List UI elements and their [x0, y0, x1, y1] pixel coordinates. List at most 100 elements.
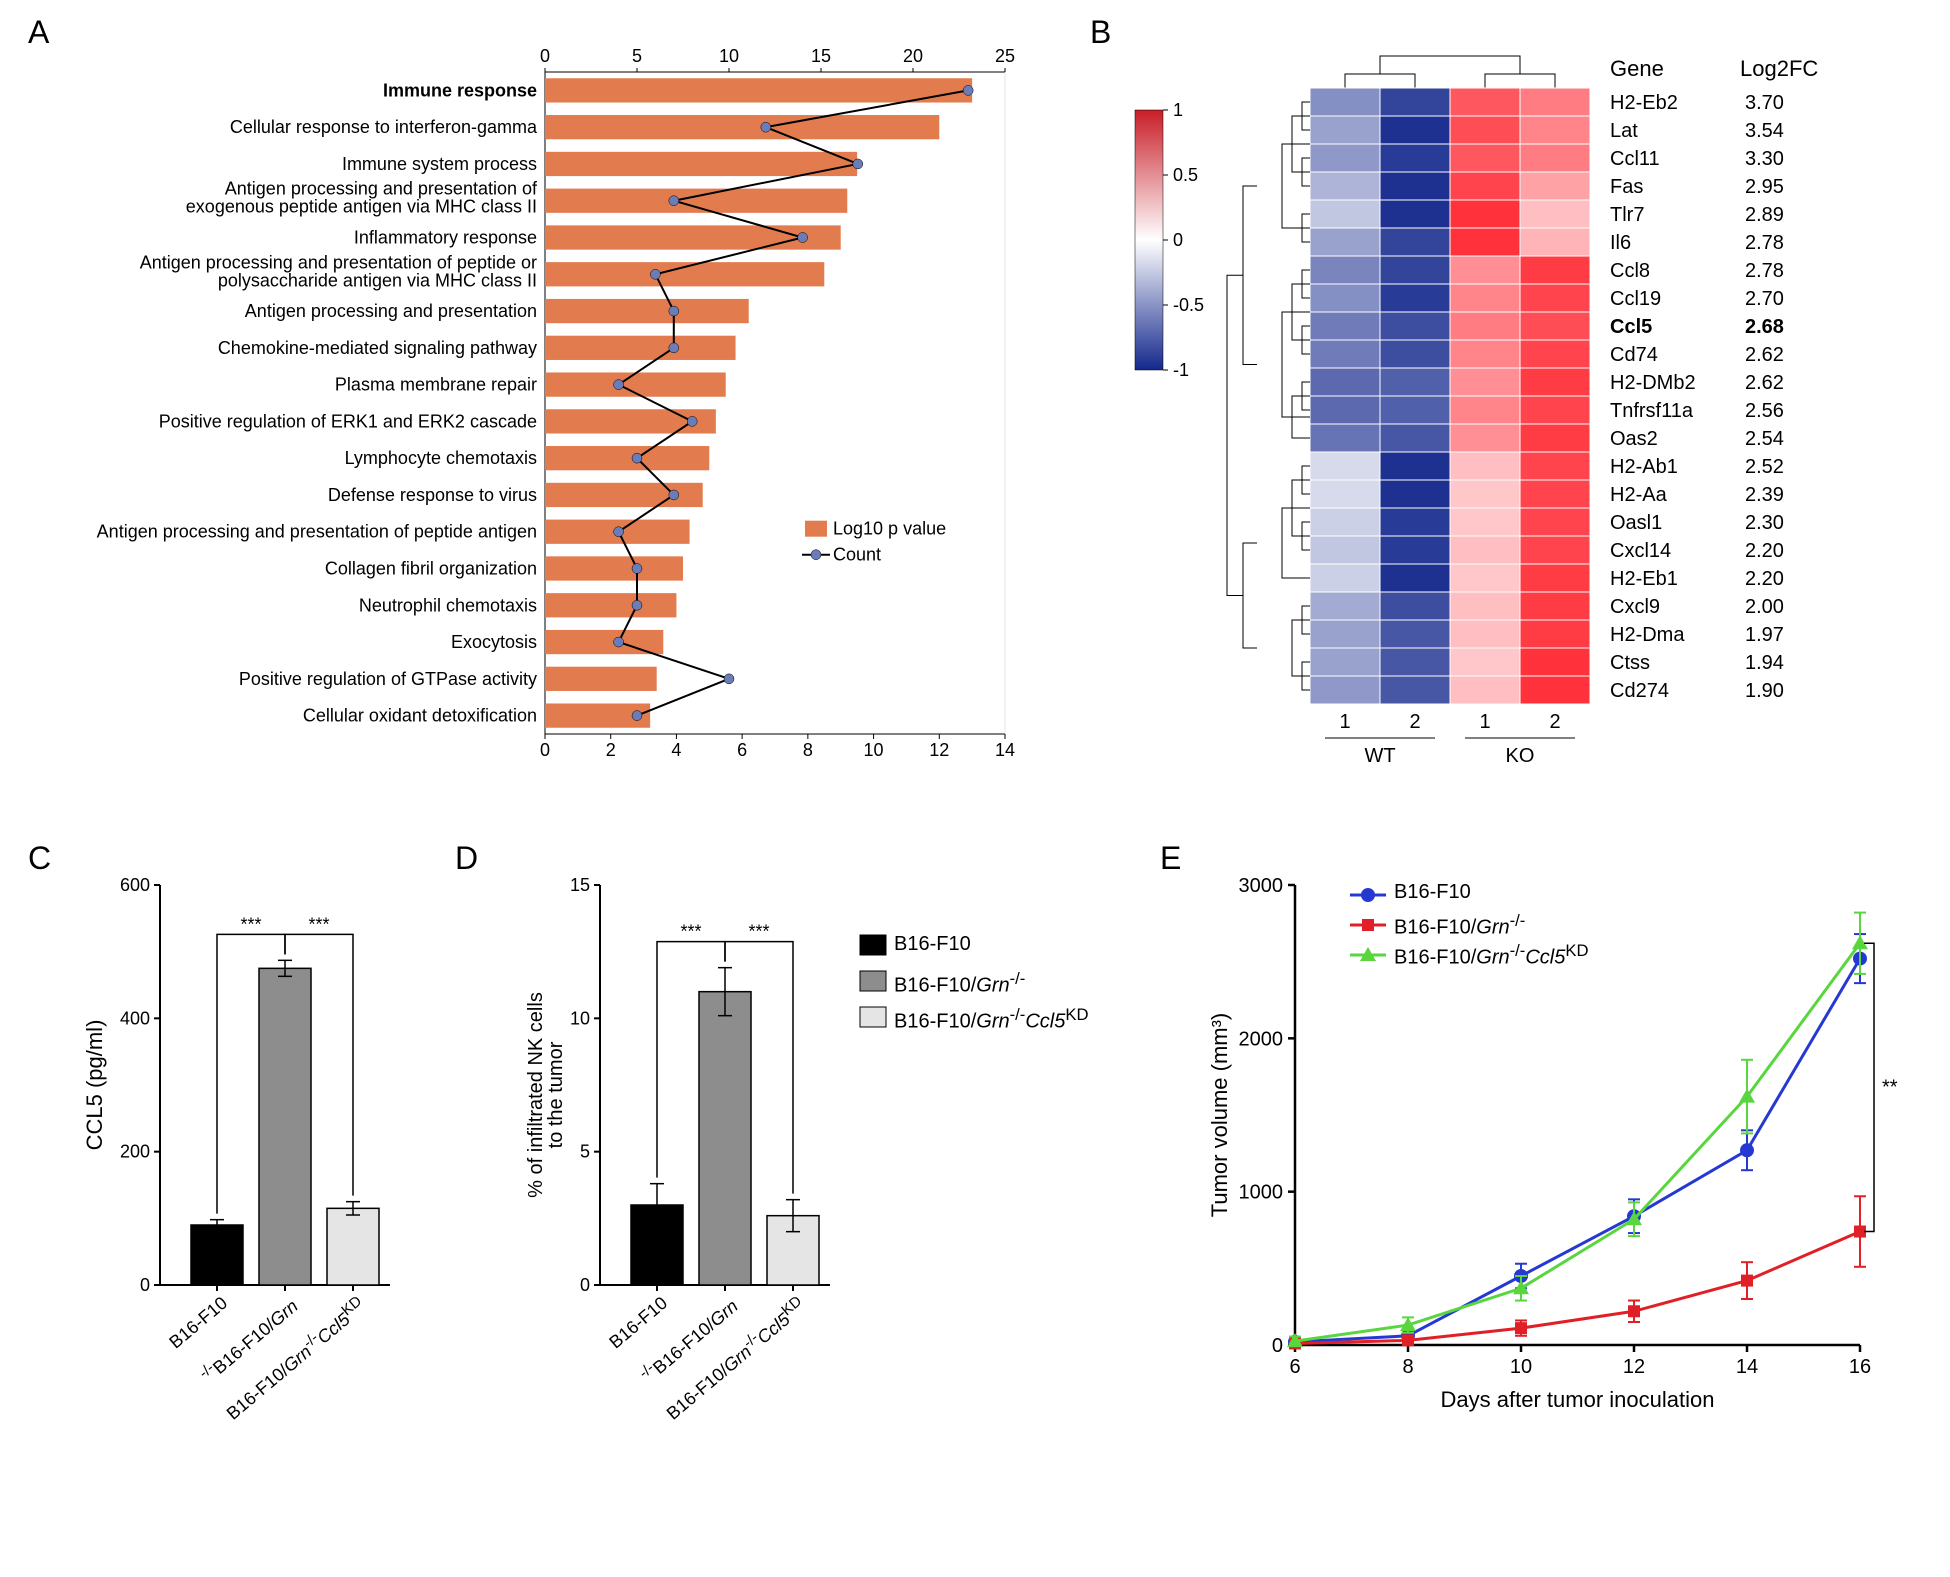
- svg-text:Cxcl9: Cxcl9: [1610, 596, 1660, 618]
- svg-text:0: 0: [580, 1275, 590, 1295]
- svg-text:15: 15: [570, 875, 590, 895]
- svg-text:H2-Eb2: H2-Eb2: [1610, 92, 1678, 114]
- svg-text:Oasl1: Oasl1: [1610, 512, 1662, 534]
- svg-text:1000: 1000: [1239, 1182, 1284, 1204]
- svg-text:Log10 p value: Log10 p value: [833, 519, 946, 539]
- svg-text:2000: 2000: [1239, 1028, 1284, 1050]
- svg-text:KO: KO: [1506, 745, 1535, 767]
- svg-text:2.54: 2.54: [1745, 428, 1784, 450]
- svg-text:Inflammatory response: Inflammatory response: [354, 228, 537, 248]
- svg-text:2.62: 2.62: [1745, 372, 1784, 394]
- svg-text:WT: WT: [1364, 745, 1395, 767]
- svg-text:H2-Ab1: H2-Ab1: [1610, 456, 1678, 478]
- svg-text:Log2FC: Log2FC: [1740, 56, 1818, 81]
- svg-text:2.30: 2.30: [1745, 512, 1784, 534]
- svg-text:0: 0: [140, 1275, 150, 1295]
- svg-text:Fas: Fas: [1610, 176, 1643, 198]
- svg-text:Cd74: Cd74: [1610, 344, 1658, 366]
- svg-text:10: 10: [570, 1008, 590, 1028]
- svg-text:***: ***: [240, 914, 261, 934]
- svg-text:**: **: [1882, 1076, 1898, 1098]
- svg-text:Cxcl14: Cxcl14: [1610, 540, 1671, 562]
- svg-text:1.90: 1.90: [1745, 680, 1784, 702]
- svg-text:2.56: 2.56: [1745, 400, 1784, 422]
- svg-text:400: 400: [120, 1008, 150, 1028]
- svg-text:3.30: 3.30: [1745, 148, 1784, 170]
- svg-text:Immune response: Immune response: [383, 80, 537, 100]
- panel-c-chart: 0200400600CCL5 (pg/ml)B16-F10B16-F10/Grn…: [70, 865, 410, 1565]
- svg-text:2.89: 2.89: [1745, 204, 1784, 226]
- svg-text:Ctss: Ctss: [1610, 652, 1650, 674]
- svg-text:Antigen processing and present: Antigen processing and presentation of p…: [140, 252, 537, 290]
- svg-text:Immune system process: Immune system process: [342, 154, 537, 174]
- svg-text:2.00: 2.00: [1745, 596, 1784, 618]
- svg-text:H2-DMb2: H2-DMb2: [1610, 372, 1696, 394]
- svg-text:***: ***: [308, 914, 329, 934]
- svg-text:Ccl19: Ccl19: [1610, 288, 1661, 310]
- svg-text:H2-Eb1: H2-Eb1: [1610, 568, 1678, 590]
- svg-text:5: 5: [580, 1142, 590, 1162]
- panel-d-chart: 0 5 10 15 % of infiltrated NK cellsto the tu…: [500, 865, 1120, 1565]
- svg-text:Oas2: Oas2: [1610, 428, 1658, 450]
- svg-text:Gene: Gene: [1610, 56, 1664, 81]
- svg-text:Lymphocyte chemotaxis: Lymphocyte chemotaxis: [345, 448, 537, 468]
- svg-text:Tlr7: Tlr7: [1610, 204, 1644, 226]
- svg-text:3.54: 3.54: [1745, 120, 1784, 142]
- svg-text:Lat: Lat: [1610, 120, 1638, 142]
- svg-text:***: ***: [748, 922, 769, 942]
- svg-text:-0.5: -0.5: [1173, 295, 1204, 315]
- svg-text:600: 600: [120, 875, 150, 895]
- svg-text:0: 0: [1173, 230, 1183, 250]
- svg-text:2.95: 2.95: [1745, 176, 1784, 198]
- svg-text:1.94: 1.94: [1745, 652, 1784, 674]
- svg-text:Cellular response to interfero: Cellular response to interferon-gamma: [230, 117, 538, 137]
- svg-text:4: 4: [671, 740, 681, 760]
- svg-text:14: 14: [995, 740, 1015, 760]
- svg-text:6: 6: [1289, 1356, 1300, 1378]
- svg-text:Neutrophil chemotaxis: Neutrophil chemotaxis: [359, 595, 537, 615]
- svg-text:Chemokine-mediated signaling p: Chemokine-mediated signaling pathway: [218, 338, 537, 358]
- svg-text:2.78: 2.78: [1745, 260, 1784, 282]
- svg-text:Positive regulation of GTPase: Positive regulation of GTPase activity: [239, 669, 537, 689]
- svg-text:2.20: 2.20: [1745, 568, 1784, 590]
- svg-text:6: 6: [737, 740, 747, 760]
- svg-text:15: 15: [811, 46, 831, 66]
- svg-text:20: 20: [903, 46, 923, 66]
- svg-text:% of infiltrated NK cellsto th: % of infiltrated NK cellsto the tumor: [525, 992, 567, 1198]
- svg-text:H2-Aa: H2-Aa: [1610, 484, 1668, 506]
- svg-text:1: 1: [1479, 711, 1490, 733]
- svg-text:Il6: Il6: [1610, 232, 1631, 254]
- svg-text:2.62: 2.62: [1745, 344, 1784, 366]
- svg-text:2: 2: [606, 740, 616, 760]
- svg-text:2.20: 2.20: [1745, 540, 1784, 562]
- svg-text:5: 5: [632, 46, 642, 66]
- svg-text:Antigen processing and present: Antigen processing and presentation of p…: [97, 522, 537, 542]
- svg-text:Exocytosis: Exocytosis: [451, 632, 537, 652]
- svg-text:CCL5 (pg/ml): CCL5 (pg/ml): [82, 1020, 107, 1151]
- svg-text:0: 0: [540, 740, 550, 760]
- svg-text:2: 2: [1409, 711, 1420, 733]
- svg-text:12: 12: [929, 740, 949, 760]
- svg-text:Count: Count: [833, 545, 881, 565]
- svg-text:Collagen fibril organization: Collagen fibril organization: [325, 559, 537, 579]
- svg-text:-1: -1: [1173, 360, 1189, 380]
- svg-text:1: 1: [1339, 711, 1350, 733]
- svg-text:2: 2: [1549, 711, 1560, 733]
- svg-text:14: 14: [1736, 1356, 1758, 1378]
- svg-text:1.97: 1.97: [1745, 624, 1784, 646]
- panel-e-label: E: [1160, 840, 1181, 877]
- svg-text:8: 8: [1402, 1356, 1413, 1378]
- svg-text:0: 0: [1272, 1335, 1283, 1357]
- panel-a-label: A: [28, 14, 49, 51]
- svg-text:16: 16: [1849, 1356, 1871, 1378]
- svg-text:1: 1: [1173, 100, 1183, 120]
- svg-text:2.78: 2.78: [1745, 232, 1784, 254]
- svg-text:2.39: 2.39: [1745, 484, 1784, 506]
- svg-text:10: 10: [864, 740, 884, 760]
- svg-text:Antigen processing and present: Antigen processing and presentation: [245, 301, 537, 321]
- svg-text:Cd274: Cd274: [1610, 680, 1669, 702]
- panel-e-chart: 01000200030006810121416Days after tumor …: [1200, 865, 1930, 1465]
- svg-text:2.52: 2.52: [1745, 456, 1784, 478]
- svg-text:2.70: 2.70: [1745, 288, 1784, 310]
- svg-text:10: 10: [719, 46, 739, 66]
